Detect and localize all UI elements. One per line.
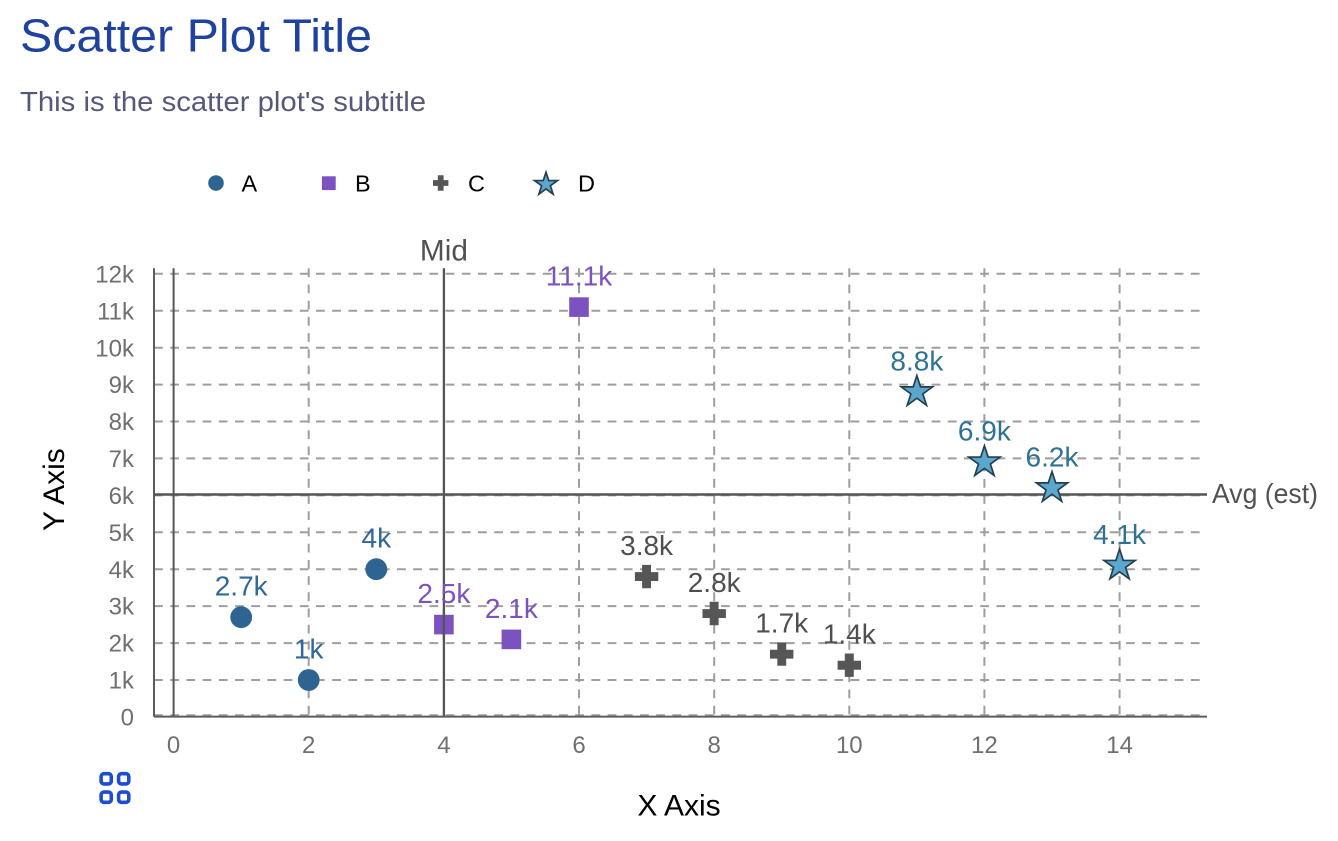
svg-text:10k: 10k <box>95 335 135 362</box>
svg-text:5k: 5k <box>109 520 135 547</box>
svg-text:11k: 11k <box>97 298 135 325</box>
svg-text:Mid: Mid <box>420 235 468 268</box>
svg-text:8k: 8k <box>109 409 135 436</box>
svg-text:C: C <box>468 171 485 197</box>
svg-text:2.1k: 2.1k <box>485 593 539 624</box>
svg-text:6.9k: 6.9k <box>958 416 1012 447</box>
svg-text:6.2k: 6.2k <box>1026 442 1080 473</box>
svg-text:4: 4 <box>437 732 450 759</box>
svg-text:2.5k: 2.5k <box>417 578 471 609</box>
svg-text:1k: 1k <box>294 634 325 665</box>
svg-text:7k: 7k <box>109 446 135 473</box>
svg-text:2.8k: 2.8k <box>688 567 742 598</box>
svg-text:Scatter Plot Title: Scatter Plot Title <box>20 10 372 62</box>
svg-text:Avg (est): Avg (est) <box>1212 478 1318 509</box>
svg-text:4.1k: 4.1k <box>1093 519 1147 550</box>
svg-text:A: A <box>242 171 258 197</box>
svg-text:8.8k: 8.8k <box>890 346 944 377</box>
svg-text:9k: 9k <box>109 372 135 399</box>
svg-text:2: 2 <box>302 732 315 759</box>
svg-text:1.4k: 1.4k <box>823 619 877 650</box>
svg-text:4k: 4k <box>362 523 393 554</box>
svg-text:D: D <box>578 171 595 197</box>
svg-text:10: 10 <box>836 732 863 759</box>
svg-text:Y Axis: Y Axis <box>38 448 71 531</box>
svg-text:6: 6 <box>572 732 585 759</box>
svg-text:This is the scatter plot's sub: This is the scatter plot's subtitle <box>20 86 426 117</box>
svg-text:2k: 2k <box>109 631 135 658</box>
svg-text:12k: 12k <box>95 261 135 288</box>
svg-text:14: 14 <box>1106 732 1133 759</box>
svg-text:12: 12 <box>971 732 998 759</box>
svg-text:6k: 6k <box>109 483 135 510</box>
svg-text:3k: 3k <box>109 594 135 621</box>
svg-text:2.7k: 2.7k <box>215 571 269 602</box>
svg-text:0: 0 <box>167 732 180 759</box>
svg-text:8: 8 <box>708 732 721 759</box>
svg-text:1k: 1k <box>109 668 135 695</box>
svg-text:11.1k: 11.1k <box>546 261 613 292</box>
svg-text:0: 0 <box>121 705 134 732</box>
svg-text:3.8k: 3.8k <box>620 530 674 561</box>
svg-text:X Axis: X Axis <box>637 790 720 823</box>
svg-text:B: B <box>355 171 371 197</box>
svg-text:1.7k: 1.7k <box>755 608 809 639</box>
svg-text:4k: 4k <box>109 557 135 584</box>
